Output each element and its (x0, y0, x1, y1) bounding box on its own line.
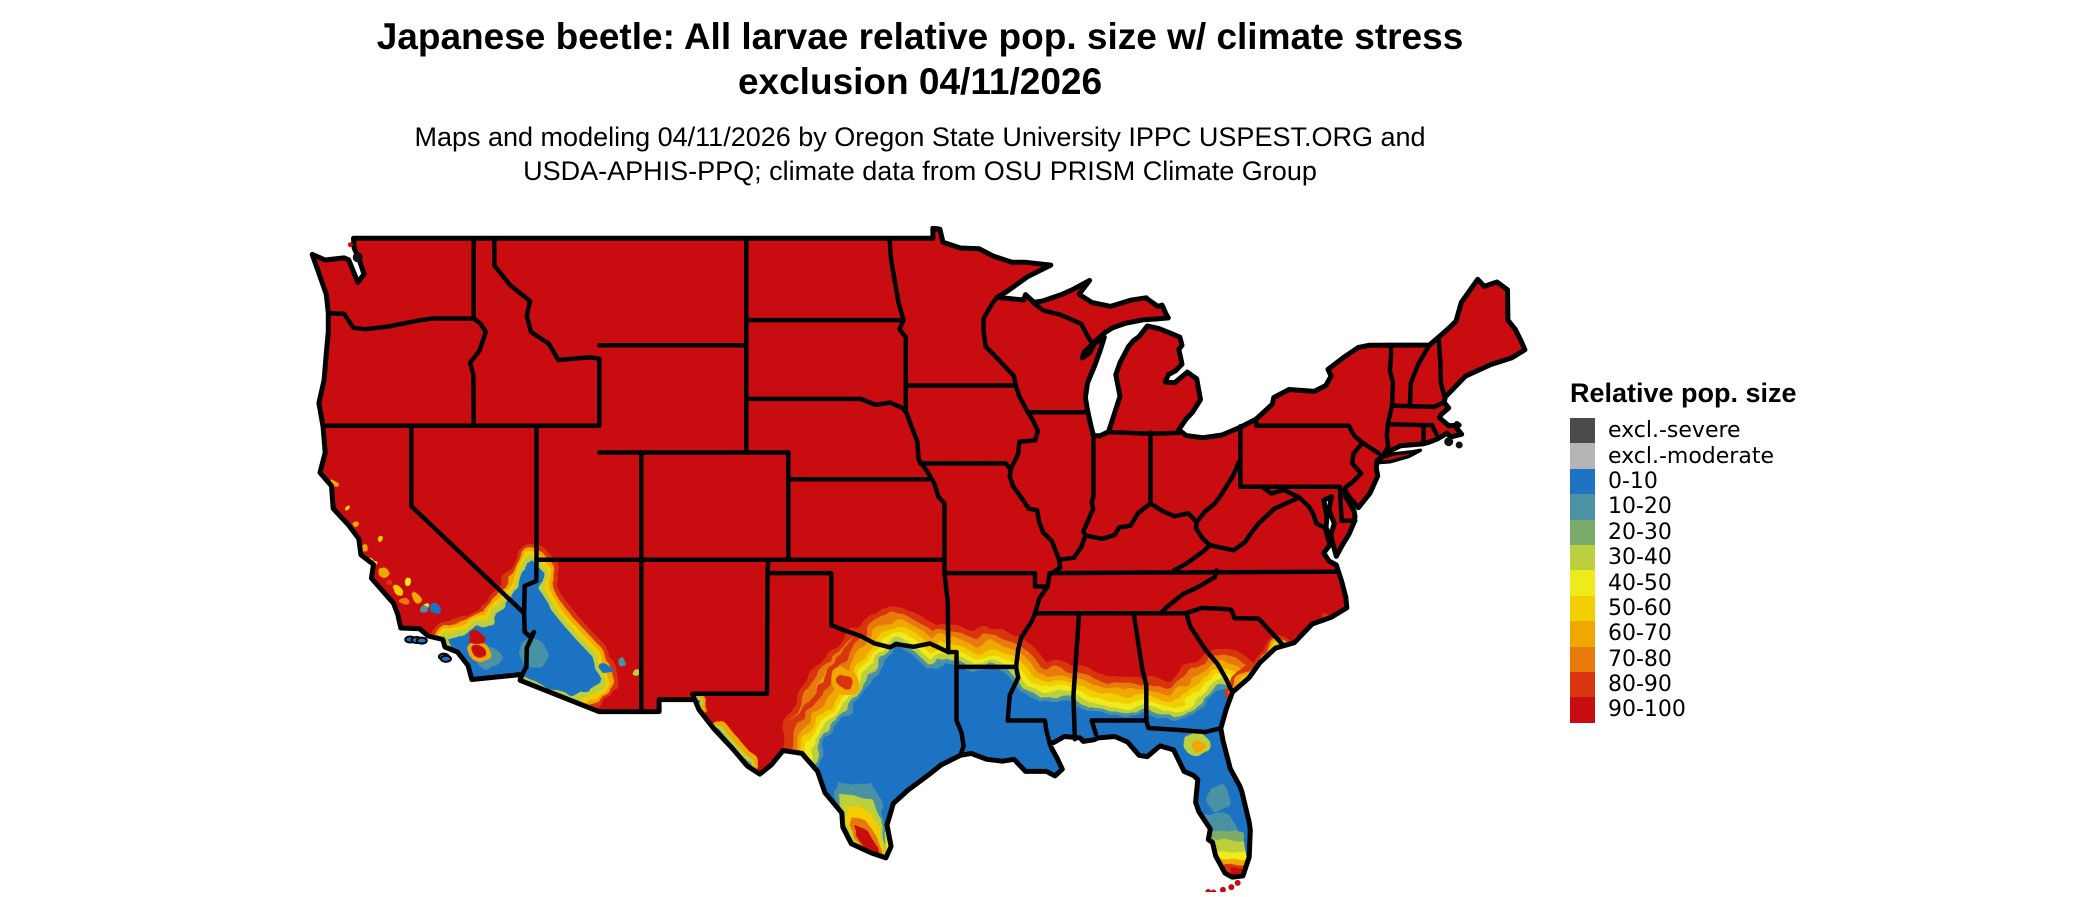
legend-item: 40-50 (1570, 570, 1797, 596)
legend-item: 70-80 (1570, 646, 1797, 672)
legend-label: excl.-moderate (1608, 443, 1774, 469)
legend-label: 90-100 (1608, 697, 1686, 723)
legend-item: 30-40 (1570, 544, 1797, 571)
figure-header: Japanese beetle: All larvae relative pop… (260, 14, 1580, 188)
figure-subtitle-line2: USDA-APHIS-PPQ; climate data from OSU PR… (523, 156, 1317, 186)
state-borders (320, 235, 1447, 758)
legend-label: 60-70 (1608, 621, 1672, 647)
coastline-outline (309, 225, 1528, 880)
legend-items: excl.-severe excl.-moderate 0-10 10-20 20-30… (1570, 418, 1797, 723)
legend-swatch (1570, 443, 1595, 469)
map-legend: Relative pop. size excl.-severe excl.-mod… (1570, 378, 1797, 723)
legend-label: 80-90 (1608, 672, 1672, 698)
legend-label: 0-10 (1608, 468, 1658, 494)
legend-item: 10-20 (1570, 494, 1797, 520)
legend-item: 80-90 (1570, 671, 1797, 698)
legend-label: 30-40 (1608, 545, 1672, 571)
legend-swatch (1570, 519, 1595, 545)
us-map-svg (309, 225, 1528, 896)
legend-label: 50-60 (1608, 595, 1672, 621)
legend-title: Relative pop. size (1570, 378, 1797, 408)
legend-label: excl.-severe (1608, 418, 1741, 444)
legend-swatch (1570, 418, 1595, 444)
legend-swatch (1570, 697, 1595, 723)
legend-swatch (1570, 570, 1595, 596)
legend-swatch (1570, 468, 1595, 495)
figure-title-line2: exclusion 04/11/2026 (737, 61, 1103, 102)
legend-swatch (1570, 494, 1595, 520)
legend-swatch (1570, 595, 1595, 622)
legend-label: 70-80 (1608, 646, 1672, 672)
us-choropleth-map (300, 225, 1540, 896)
legend-label: 10-20 (1608, 494, 1672, 520)
figure-title: Japanese beetle: All larvae relative pop… (260, 14, 1580, 104)
legend-swatch (1570, 621, 1595, 647)
legend-swatch (1570, 646, 1595, 672)
legend-item: 50-60 (1570, 595, 1797, 622)
legend-item: 0-10 (1570, 468, 1797, 495)
islands-group (347, 242, 1463, 896)
legend-item: 60-70 (1570, 621, 1797, 647)
legend-label: 40-50 (1608, 570, 1672, 596)
legend-label: 20-30 (1608, 519, 1672, 545)
figure-subtitle: Maps and modeling 04/11/2026 by Oregon S… (260, 120, 1580, 188)
figure-title-line1: Japanese beetle: All larvae relative pop… (376, 16, 1464, 57)
legend-item: 20-30 (1570, 519, 1797, 545)
legend-item: excl.-severe (1570, 418, 1797, 444)
legend-item: excl.-moderate (1570, 443, 1797, 469)
legend-swatch (1570, 544, 1595, 571)
legend-swatch (1570, 671, 1595, 698)
figure-subtitle-line1: Maps and modeling 04/11/2026 by Oregon S… (414, 122, 1426, 152)
legend-item: 90-100 (1570, 697, 1797, 723)
